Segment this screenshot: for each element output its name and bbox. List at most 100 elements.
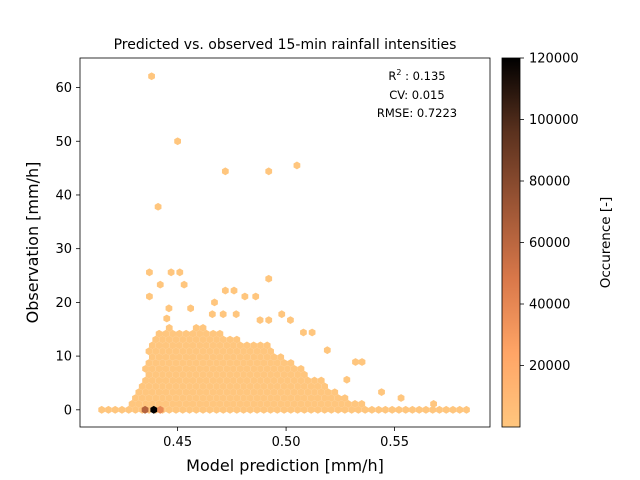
hexbin-cell xyxy=(169,353,176,362)
hexbin-cell xyxy=(294,382,301,391)
hexbin-cell xyxy=(243,376,251,385)
x-tick-label: 0.55 xyxy=(380,435,409,450)
hexbin-cell xyxy=(111,405,119,414)
colorbar-tick-label: 120000 xyxy=(529,52,579,67)
hexbin-cell xyxy=(142,400,149,408)
hexbin-cell xyxy=(331,400,339,408)
hexbin-cell xyxy=(226,394,234,403)
hexbin-cell xyxy=(186,347,193,356)
hexbin-cell xyxy=(209,376,217,385)
hexbin-cell xyxy=(182,376,190,385)
hexbin-cell xyxy=(352,358,359,366)
hexbin-cell xyxy=(240,347,247,356)
hexbin-cell xyxy=(304,400,312,408)
hexbin-cell xyxy=(221,167,229,176)
hexbin-cell xyxy=(150,405,158,414)
hexbin-cell xyxy=(192,394,200,403)
hexbin-cell xyxy=(219,310,227,319)
x-tick-label: 0.50 xyxy=(272,435,301,450)
hexbin-cell xyxy=(142,376,149,385)
hexbin-cell xyxy=(196,400,204,408)
hexbin-cell xyxy=(263,388,271,397)
hexbin-cell xyxy=(334,405,342,414)
hexbin-cell xyxy=(159,335,166,344)
hexbin-cell xyxy=(179,347,187,356)
hexbin-cell xyxy=(317,400,325,408)
hexbin-cell xyxy=(314,394,322,403)
hexbin-cell xyxy=(430,400,437,408)
hexbin-cell xyxy=(456,405,464,414)
hexbin-cell xyxy=(156,280,164,289)
hexbin-cell xyxy=(216,329,224,338)
hexbin-cell xyxy=(246,347,254,356)
hexbin-cell xyxy=(199,405,207,414)
hexbin-cell xyxy=(308,328,316,337)
hexbin-cell xyxy=(162,388,170,397)
hexbin-cell xyxy=(219,370,227,379)
hexbin-cell xyxy=(145,394,153,403)
hexbin-cell xyxy=(162,400,170,408)
hexbin-cell xyxy=(241,292,249,301)
hexbin-cell xyxy=(314,405,322,414)
hexbin-cell xyxy=(260,347,268,356)
hexbin-cell xyxy=(169,388,176,397)
hexbin-cell xyxy=(415,405,423,414)
hexbin-cell xyxy=(182,329,190,338)
hexbin-cell xyxy=(196,353,204,362)
hexbin-cell xyxy=(219,347,227,356)
hexbin-cell xyxy=(192,359,200,367)
hexbin-cell xyxy=(179,335,187,344)
hexbin-cell xyxy=(243,364,251,373)
hexbin-cell xyxy=(192,382,200,391)
hexbin-cell xyxy=(287,359,295,367)
hexbin-cell xyxy=(148,341,156,350)
hexbin-cell xyxy=(250,376,258,385)
hexbin-cell xyxy=(257,376,264,385)
hexbin-cell xyxy=(280,405,288,414)
hexbin-cell xyxy=(321,394,328,403)
hexbin-cell xyxy=(135,400,143,408)
hexbin-cell xyxy=(186,405,193,414)
hexbin-cell xyxy=(176,353,183,362)
x-tick-label: 0.45 xyxy=(163,435,192,450)
hexbin-cell xyxy=(436,405,443,414)
hexbin-cell xyxy=(223,388,231,397)
hexbin-cell xyxy=(213,405,220,414)
hexbin-cell xyxy=(395,405,403,414)
colorbar-label: Occurence [-] xyxy=(598,197,614,289)
hexbin-cell xyxy=(240,405,247,414)
hexbin-cell xyxy=(138,382,146,391)
hexbin-cell xyxy=(246,394,254,403)
hexbin-cell xyxy=(233,347,241,356)
hexbin-cell xyxy=(169,341,176,350)
hexbin-cell xyxy=(246,359,254,367)
hexbin-cell xyxy=(246,382,254,391)
hexbin-cell xyxy=(449,405,457,414)
hexbin-cell xyxy=(240,394,247,403)
hexbin-cell xyxy=(213,335,220,344)
colorbar-tick-label: 40000 xyxy=(529,298,570,313)
hexbin-cell xyxy=(148,400,156,408)
hexbin-cell xyxy=(135,388,143,397)
hexbin-cell xyxy=(165,347,173,356)
hexbin-cell xyxy=(146,292,153,301)
hexbin-cell xyxy=(189,376,197,385)
hexbin-cell xyxy=(236,376,244,385)
hexbin-cell xyxy=(155,400,163,408)
hexbin-cell xyxy=(206,370,214,379)
hexbin-cell xyxy=(172,394,180,403)
hexbin-cell xyxy=(253,405,261,414)
hexbin-cell xyxy=(125,405,133,414)
hexbin-cell xyxy=(226,405,234,414)
hexbin-cell xyxy=(152,347,160,356)
hexbin-cell xyxy=(280,394,288,403)
hexbin-cell xyxy=(265,274,273,283)
hexbin-cell xyxy=(267,359,274,367)
hexbin-cell xyxy=(209,341,217,350)
hexbin-cell xyxy=(246,370,254,379)
hexbin-cell xyxy=(213,370,220,379)
hexbin-cell xyxy=(257,364,264,373)
hexbin-cell xyxy=(192,370,200,379)
hexbin-cell xyxy=(409,405,416,414)
